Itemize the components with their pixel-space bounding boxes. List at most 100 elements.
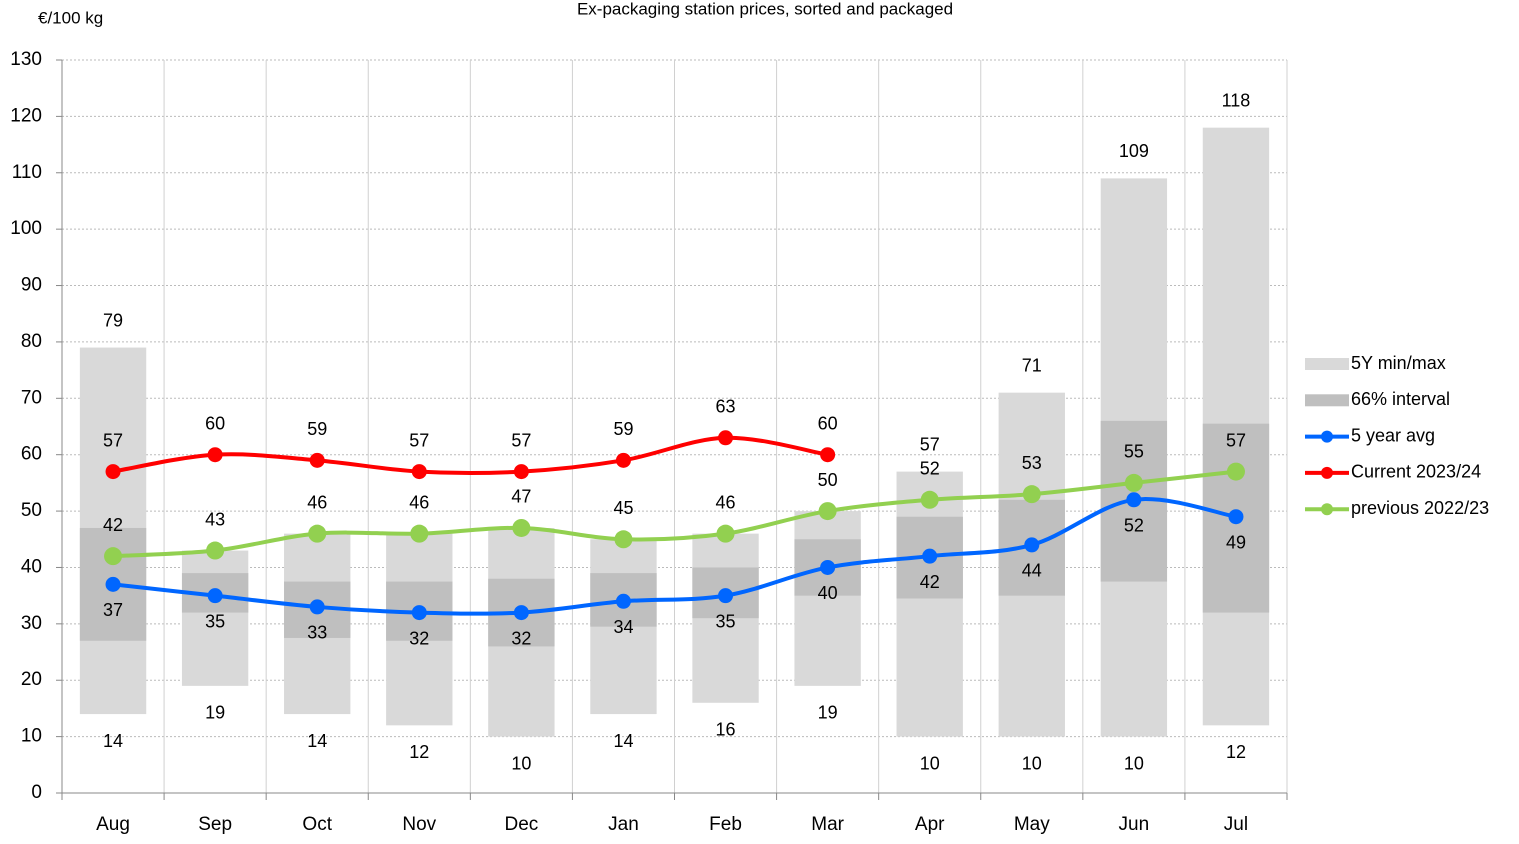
- min-label: 10: [1124, 753, 1144, 773]
- max-label: 118: [1222, 90, 1251, 110]
- data-label: 50: [818, 470, 838, 490]
- marker: [308, 524, 327, 543]
- x-tick-label: May: [1014, 814, 1050, 835]
- y-tick-label: 70: [21, 387, 42, 408]
- data-label: 33: [307, 623, 327, 643]
- chart-title: Ex-packaging station prices, sorted and …: [577, 0, 953, 18]
- marker: [105, 576, 121, 592]
- min-label: 10: [1022, 753, 1042, 773]
- marker: [309, 452, 325, 468]
- line: [112, 497, 1237, 616]
- marker: [718, 588, 734, 604]
- data-label: 32: [409, 628, 429, 648]
- legend-marker: [1321, 430, 1333, 443]
- legend-label: 66% interval: [1351, 389, 1450, 409]
- data-label: 60: [205, 413, 225, 433]
- data-label: 46: [409, 492, 429, 512]
- data-label: 57: [1226, 430, 1246, 450]
- marker: [922, 548, 938, 564]
- marker: [614, 530, 633, 549]
- marker: [105, 464, 121, 480]
- max-label: 71: [1022, 355, 1042, 375]
- min-label: 12: [409, 742, 429, 762]
- marker: [411, 605, 427, 621]
- data-label: 37: [103, 600, 123, 620]
- data-label: 42: [920, 572, 940, 592]
- legend-swatch: [1305, 358, 1349, 370]
- legend-label: Current 2023/24: [1351, 462, 1481, 482]
- y-tick-label: 10: [21, 726, 42, 747]
- legend-label: previous 2022/23: [1351, 498, 1489, 518]
- marker: [207, 447, 223, 463]
- line: [112, 435, 828, 476]
- y-tick-label: 110: [12, 162, 42, 183]
- x-tick-label: Mar: [811, 814, 844, 835]
- data-label: 57: [511, 430, 531, 450]
- legend-swatch: [1305, 394, 1349, 407]
- data-label: 53: [1022, 453, 1042, 473]
- data-label: 63: [716, 397, 736, 417]
- data-label: 55: [1124, 442, 1144, 462]
- marker: [716, 524, 735, 543]
- y-tick-label: 90: [21, 275, 42, 296]
- data-label: 40: [818, 583, 838, 603]
- legend-marker: [1321, 503, 1333, 516]
- data-label: 46: [716, 492, 736, 512]
- min-label: 10: [511, 753, 531, 773]
- x-tick-label: Apr: [915, 814, 945, 835]
- y-tick-label: 120: [10, 105, 42, 126]
- data-label: 57: [409, 430, 429, 450]
- min-label: 14: [307, 731, 327, 751]
- y-tick-label: 100: [10, 218, 42, 239]
- y-tick-label: 60: [21, 444, 42, 465]
- legend-label: 5 year avg: [1351, 425, 1435, 445]
- marker: [1024, 537, 1040, 553]
- min-label: 12: [1226, 742, 1246, 762]
- y-tick-label: 20: [21, 669, 42, 690]
- marker: [1126, 492, 1142, 508]
- data-label: 44: [1022, 561, 1042, 581]
- marker: [718, 430, 734, 446]
- marker: [1226, 462, 1245, 481]
- data-label: 43: [205, 509, 225, 529]
- y-tick-label: 130: [10, 49, 42, 70]
- min-label: 19: [205, 703, 225, 723]
- range-bar: [692, 533, 759, 703]
- data-label: 35: [716, 611, 736, 631]
- min-label: 16: [716, 720, 736, 740]
- min-label: 10: [920, 753, 940, 773]
- data-label: 47: [511, 487, 531, 507]
- data-label: 49: [1226, 532, 1246, 552]
- data-label: 32: [511, 628, 531, 648]
- data-label: 46: [307, 492, 327, 512]
- x-tick-label: Oct: [302, 814, 332, 835]
- min-label: 14: [103, 731, 123, 751]
- marker: [513, 605, 529, 621]
- x-tick-label: Jun: [1119, 814, 1150, 835]
- line: [112, 469, 1237, 559]
- min-label: 14: [613, 731, 633, 751]
- y-axis-label: €/100 kg: [38, 8, 103, 27]
- marker: [411, 464, 427, 480]
- max-label: 57: [920, 434, 940, 454]
- min-label: 19: [818, 703, 838, 723]
- data-label: 59: [307, 419, 327, 439]
- data-label: 59: [613, 419, 633, 439]
- data-label: 35: [205, 611, 225, 631]
- data-label: 34: [613, 617, 633, 637]
- marker: [207, 588, 223, 604]
- max-label: 79: [103, 310, 123, 330]
- marker: [1022, 485, 1041, 504]
- y-tick-label: 40: [21, 556, 42, 577]
- y-tick-label: 50: [21, 500, 42, 521]
- marker: [1228, 509, 1244, 525]
- marker: [820, 447, 836, 463]
- x-tick-label: Aug: [96, 814, 130, 835]
- data-label: 52: [920, 459, 940, 479]
- x-tick-label: Jan: [608, 814, 639, 835]
- x-tick-label: Nov: [402, 814, 436, 835]
- legend-marker: [1321, 466, 1333, 479]
- marker: [1124, 473, 1143, 492]
- y-tick-label: 80: [21, 331, 42, 352]
